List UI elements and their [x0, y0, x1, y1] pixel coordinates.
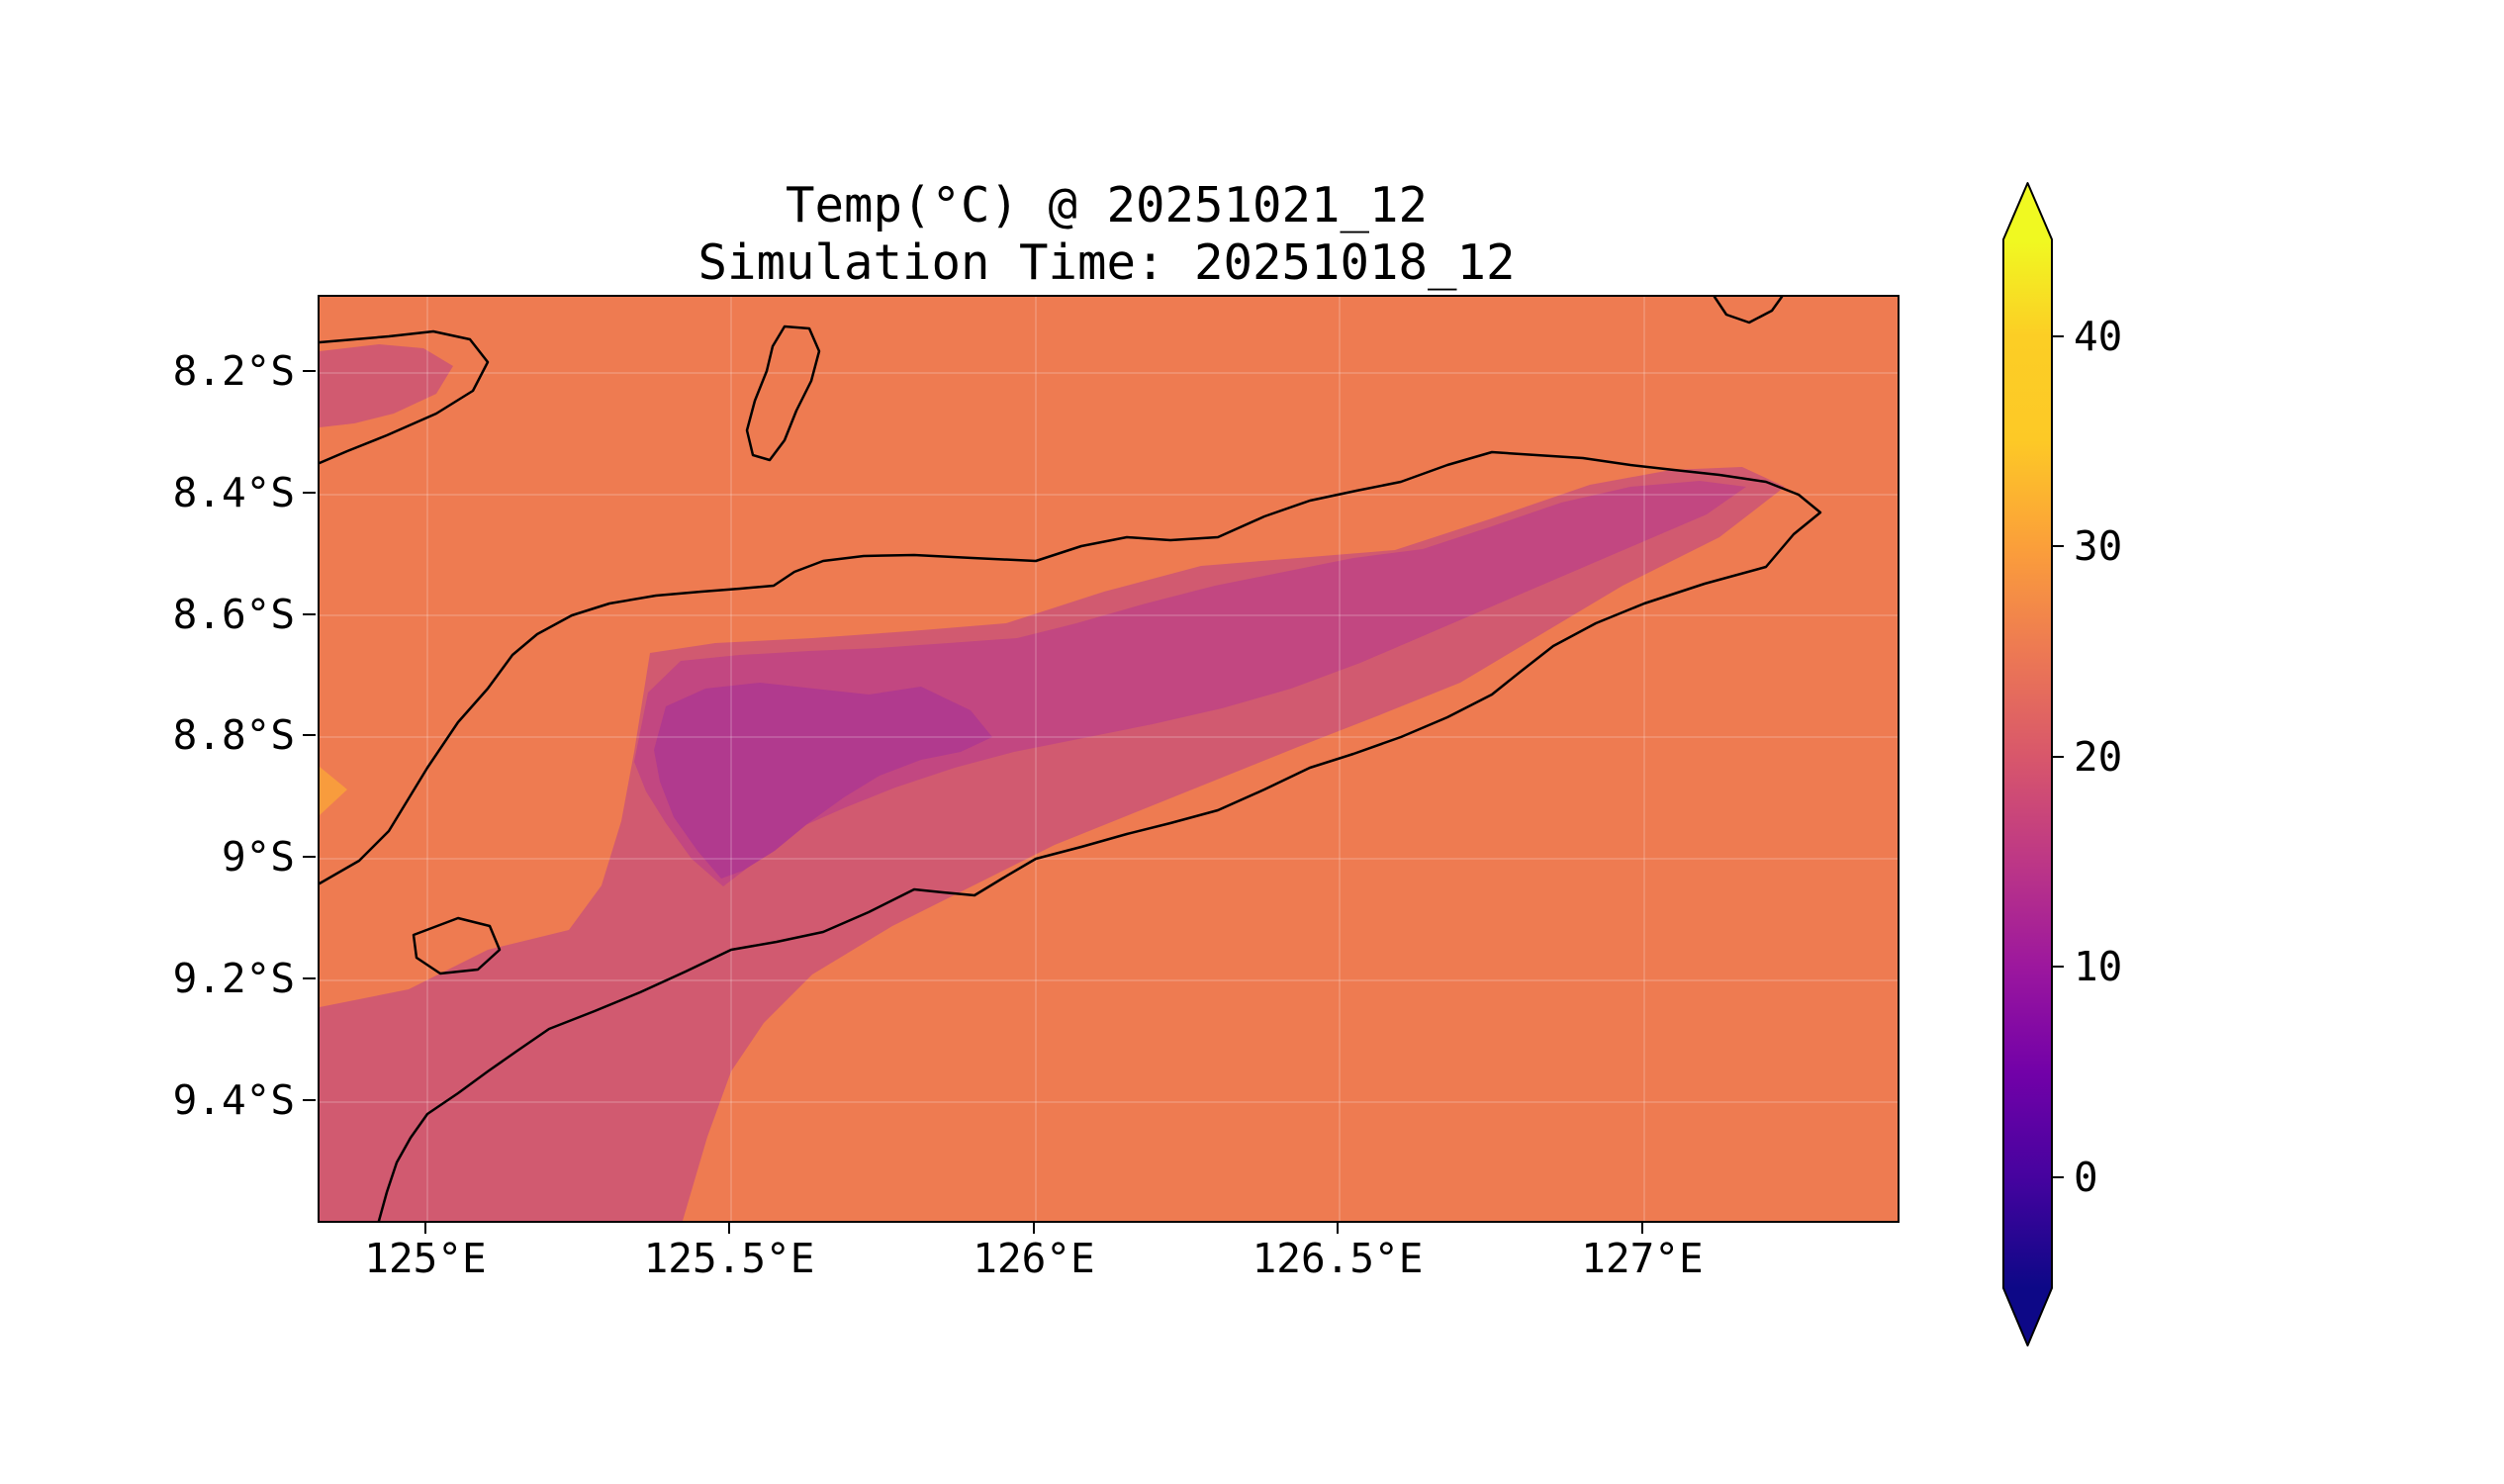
y-tick-mark	[303, 734, 316, 736]
coastline-atauro-island	[745, 325, 821, 462]
y-tick-label: 9.4°S	[172, 1076, 295, 1124]
colorbar-gradient	[2003, 239, 2052, 1288]
x-tick-label: 127°E	[1581, 1235, 1704, 1282]
temp-band-warm-patch	[320, 767, 347, 815]
y-tick-mark	[303, 977, 316, 979]
y-tick-label: 8.6°S	[172, 591, 295, 638]
y-tick-mark	[303, 856, 316, 858]
y-tick-label: 8.2°S	[172, 347, 295, 395]
x-tick-mark	[728, 1221, 730, 1234]
y-tick-label: 9.2°S	[172, 955, 295, 1002]
temp-band-island-belt	[320, 467, 1785, 1221]
gridlines	[320, 297, 1898, 1221]
x-tick-mark	[424, 1221, 426, 1234]
x-tick-mark	[1641, 1221, 1643, 1234]
y-tick-label: 8.8°S	[172, 711, 295, 759]
y-tick-label: 8.4°S	[172, 469, 295, 516]
coastline-timor-island	[320, 450, 1822, 1221]
y-tick-mark	[303, 613, 316, 615]
colorbar-tick-label: 10	[2074, 943, 2123, 990]
y-tick-mark	[303, 1099, 316, 1101]
map-plot	[318, 295, 1900, 1223]
chart-subtitle: Simulation Time: 20251018_12	[697, 234, 1516, 291]
temp-band-northwest-blob	[320, 344, 453, 427]
colorbar-tick-marks	[2052, 335, 2064, 1178]
x-tick-label: 126°E	[973, 1235, 1095, 1282]
map-svg	[320, 297, 1898, 1221]
colorbar-tick-label: 40	[2074, 313, 2123, 360]
colorbar-extend-under	[2003, 1288, 2052, 1345]
x-tick-label: 125°E	[364, 1235, 487, 1282]
y-tick-mark	[303, 492, 316, 494]
y-tick-label: 9°S	[221, 833, 295, 881]
colorbar	[2002, 182, 2064, 1346]
colorbar-tick-label: 20	[2074, 733, 2123, 781]
colorbar-tick-label: 0	[2074, 1154, 2098, 1201]
coastline-wetar-tip-northeast	[1713, 297, 1784, 325]
coastline-southwest-inlet	[412, 916, 502, 975]
colorbar-extend-over	[2003, 183, 2052, 239]
colorbar-tick-label: 30	[2074, 522, 2123, 570]
x-tick-mark	[1033, 1221, 1035, 1234]
y-tick-mark	[303, 370, 316, 372]
coastline-alor-tip-northwest	[320, 329, 490, 465]
temp-band-highland-spine	[634, 481, 1746, 886]
x-tick-label: 125.5°E	[643, 1235, 815, 1282]
x-tick-mark	[1337, 1221, 1339, 1234]
x-tick-label: 126.5°E	[1252, 1235, 1424, 1282]
temp-band-highland-core	[654, 683, 992, 879]
colorbar-outline	[2002, 182, 2053, 1346]
chart-title: Temp(°C) @ 20251021_12	[785, 177, 1428, 233]
